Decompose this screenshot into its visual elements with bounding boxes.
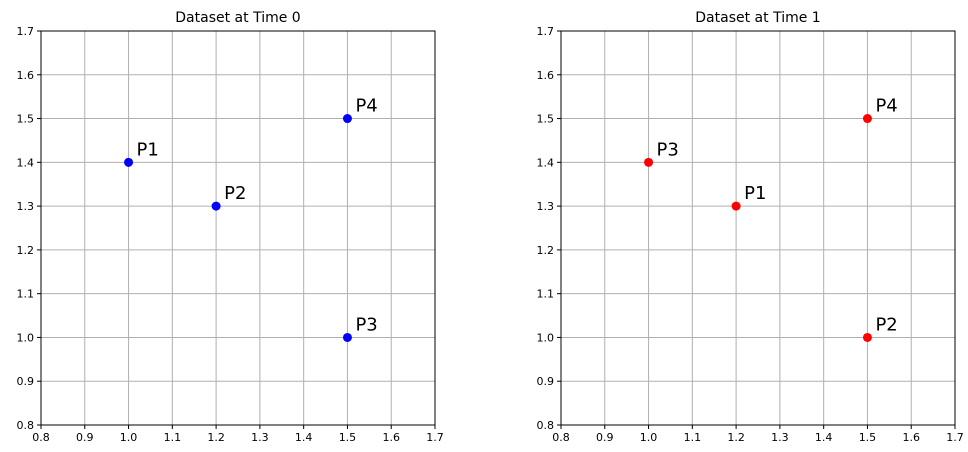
y-tick-label: 1.6 [17,69,35,82]
point-label-p4: P4 [875,96,897,117]
x-tick-label: 1.1 [164,431,182,444]
y-tick-label: 1.5 [537,113,555,126]
y-tick-label: 0.9 [17,375,35,388]
y-tick-label: 1.6 [537,69,555,82]
x-tick-label: 1.7 [946,431,964,444]
data-point-p1 [124,157,134,167]
data-point-p3 [644,157,654,167]
point-label-p4: P4 [355,96,377,117]
y-tick-label: 1.2 [17,244,35,257]
point-label-p1: P1 [137,139,159,160]
x-tick-label: 1.0 [120,431,138,444]
chart-title: Dataset at Time 0 [175,10,300,26]
x-tick-label: 1.1 [684,431,702,444]
y-tick-label: 1.3 [537,200,555,213]
y-tick-label: 1.4 [537,156,555,169]
data-point-p2 [862,332,872,342]
y-tick-label: 1.0 [17,331,35,344]
y-tick-label: 1.7 [537,25,555,38]
data-point-p2 [211,201,221,211]
y-tick-label: 0.9 [537,375,555,388]
data-point-p4 [342,114,352,124]
x-tick-label: 1.6 [382,431,400,444]
y-tick-label: 0.8 [17,419,35,432]
data-point-p3 [342,332,352,342]
point-label-p3: P3 [657,139,679,160]
point-label-p2: P2 [875,314,897,335]
y-tick-label: 1.3 [17,200,35,213]
x-tick-label: 1.2 [727,431,745,444]
x-tick-label: 0.9 [596,431,614,444]
x-tick-label: 1.2 [207,431,225,444]
chart-time-1: Dataset at Time 1 0.8 0.9 1.0 1.1 1.2 1.3 1.4 1… [537,10,964,444]
point-label-p1: P1 [744,183,766,204]
x-tick-label: 1.6 [902,431,920,444]
x-tick-label: 1.4 [295,431,313,444]
data-point-p1 [731,201,741,211]
x-tick-label: 1.5 [859,431,877,444]
y-tick-label: 1.1 [17,288,35,301]
x-tick-label: 1.0 [640,431,658,444]
chart-time-0: Dataset at Time 0 0.8 0.9 1.0 1.1 1.2 1.3 1.4 1… [17,10,444,444]
y-tick-label: 1.4 [17,156,35,169]
y-tick-label: 1.7 [17,25,35,38]
x-tick-label: 1.5 [339,431,357,444]
x-tick-label: 0.9 [76,431,94,444]
data-point-p4 [862,114,872,124]
x-tick-label: 0.8 [32,431,50,444]
plot-frame [40,30,436,426]
y-tick-label: 1.5 [17,113,35,126]
point-label-p3: P3 [355,314,377,335]
plot-frame [560,30,956,426]
y-tick-label: 1.2 [537,244,555,257]
x-tick-label: 0.8 [552,431,570,444]
x-tick-label: 1.3 [771,431,789,444]
y-tick-label: 1.0 [537,331,555,344]
point-label-p2: P2 [224,183,246,204]
x-tick-label: 1.4 [815,431,833,444]
x-tick-label: 1.3 [251,431,269,444]
y-tick-label: 0.8 [537,419,555,432]
x-tick-label: 1.7 [426,431,444,444]
chart-title: Dataset at Time 1 [695,10,820,26]
y-tick-label: 1.1 [537,288,555,301]
